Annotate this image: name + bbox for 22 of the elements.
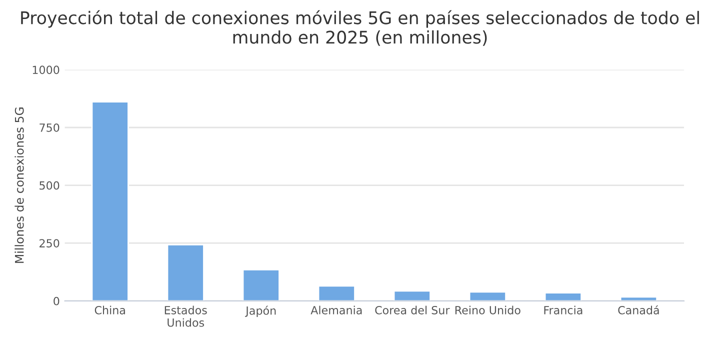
bar [318, 285, 356, 301]
bar [166, 244, 204, 301]
chart-title: Proyección total de conexiones móviles 5G en países seleccionados de todo el mundo en 2025 (en millones) [21, 10, 699, 46]
y-tick-label: 750 [40, 123, 60, 132]
x-tick-label: Canadá [618, 305, 659, 314]
y-tick-label: 0 [54, 296, 60, 306]
x-tick-label: Corea del Sur [375, 306, 450, 314]
x-tick-label: China [94, 306, 125, 314]
x-tick-label: Estados Unidos [164, 306, 207, 327]
y-axis-title: Millones de conexiones 5G [14, 108, 24, 263]
bar [242, 268, 280, 301]
bar [91, 101, 129, 301]
y-tick-label: 1000 [32, 66, 60, 74]
x-tick-label: Reino Unido [455, 306, 520, 314]
y-tick-label: 500 [40, 181, 60, 190]
bar [393, 290, 431, 301]
x-tick-label: Japón [245, 306, 276, 317]
x-tick-label: Francia [544, 306, 582, 314]
bar [544, 292, 582, 301]
y-tick-label: 250 [40, 239, 60, 248]
bar [468, 291, 506, 301]
x-tick-label: Alemania [310, 306, 362, 314]
